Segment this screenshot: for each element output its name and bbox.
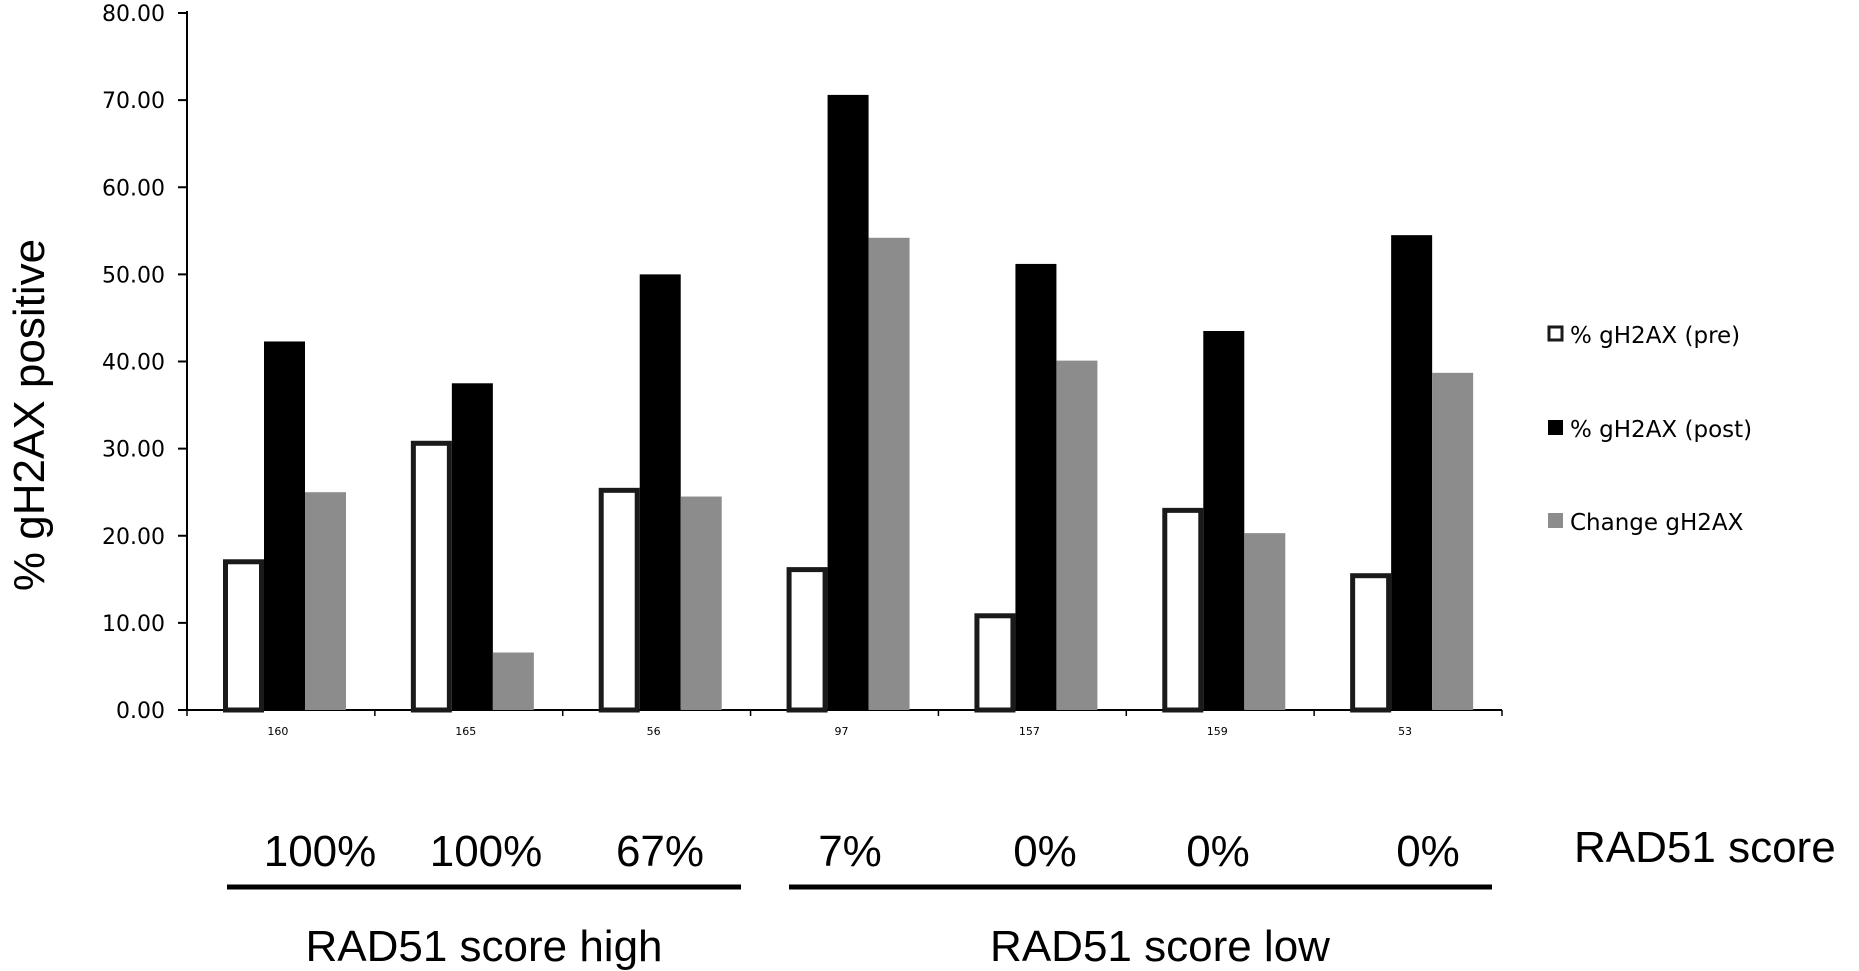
bar-post [639, 274, 681, 710]
legend-swatch [1548, 420, 1563, 435]
rad51-scores: 100% 100% 67% 7% 0% 0% 0% [264, 827, 1460, 876]
x-tick-label: 165 [455, 725, 476, 738]
rad51-score-value: 67% [616, 827, 704, 876]
y-tick-label: 40.00 [102, 351, 165, 376]
y-tick-labels: 0.00 10.00 20.00 30.00 40.00 50.00 60.00 70.00 8… [102, 2, 165, 724]
category-labels: 160 165 56 97 157 159 53 [267, 725, 1412, 738]
bar-post [1391, 235, 1433, 710]
y-axis-title: % gH2AX positive [5, 239, 54, 591]
legend-label: % gH2AX (pre) [1570, 323, 1740, 349]
bar-change [868, 237, 910, 710]
legend-label: Change gH2AX [1570, 510, 1744, 536]
x-tick-label: 157 [1019, 725, 1040, 738]
bar-pre [598, 487, 640, 713]
y-tick-label: 0.00 [116, 699, 165, 724]
y-tick-label: 80.00 [102, 2, 165, 27]
bar-pre [786, 567, 828, 713]
rad51-score-value: 100% [430, 827, 543, 876]
bar-post [264, 341, 305, 710]
legend-swatch [1548, 513, 1563, 528]
x-tick-label: 160 [267, 725, 288, 738]
bar-post [1015, 263, 1057, 710]
group-label: RAD51 score low [990, 922, 1330, 971]
y-tick-label: 70.00 [102, 89, 165, 114]
y-tick-label: 10.00 [102, 612, 165, 637]
bar-change [492, 652, 534, 710]
rad51-score-value: 100% [264, 827, 377, 876]
x-tick-label: 97 [835, 725, 849, 738]
bar-pre [974, 613, 1016, 713]
bar-pre [1350, 573, 1392, 713]
legend: % gH2AX (pre) % gH2AX (post) Change gH2AX [1547, 323, 1752, 536]
bar-post [1203, 331, 1245, 710]
rad51-score-value: 0% [1186, 827, 1250, 876]
rad51-score-label: RAD51 score [1574, 823, 1836, 872]
bar-pre [410, 440, 452, 713]
bars [223, 94, 1474, 713]
x-tick-label: 159 [1207, 725, 1228, 738]
bar-change [680, 496, 722, 710]
y-tick-label: 60.00 [102, 176, 165, 201]
bar-post [451, 383, 493, 710]
rad51-score-value: 0% [1013, 827, 1077, 876]
bar-change [1244, 533, 1286, 710]
group-label: RAD51 score high [305, 922, 662, 971]
x-tick-label: 53 [1398, 725, 1412, 738]
bar-pre [1162, 507, 1204, 713]
bar-post [827, 94, 869, 710]
bar-change [305, 492, 346, 710]
rad51-groups: RAD51 score high RAD51 score low [227, 884, 1492, 971]
bar-pre [223, 559, 264, 713]
legend-label: % gH2AX (post) [1570, 417, 1752, 443]
bar-change [1432, 372, 1474, 710]
y-tick-label: 30.00 [102, 438, 165, 463]
rad51-score-value: 0% [1396, 827, 1460, 876]
x-tick-label: 56 [647, 725, 661, 738]
legend-swatch [1547, 325, 1564, 342]
rad51-score-value: 7% [818, 827, 882, 876]
y-tick-label: 50.00 [102, 263, 165, 288]
y-tick-label: 20.00 [102, 525, 165, 550]
bar-change [1056, 360, 1098, 710]
